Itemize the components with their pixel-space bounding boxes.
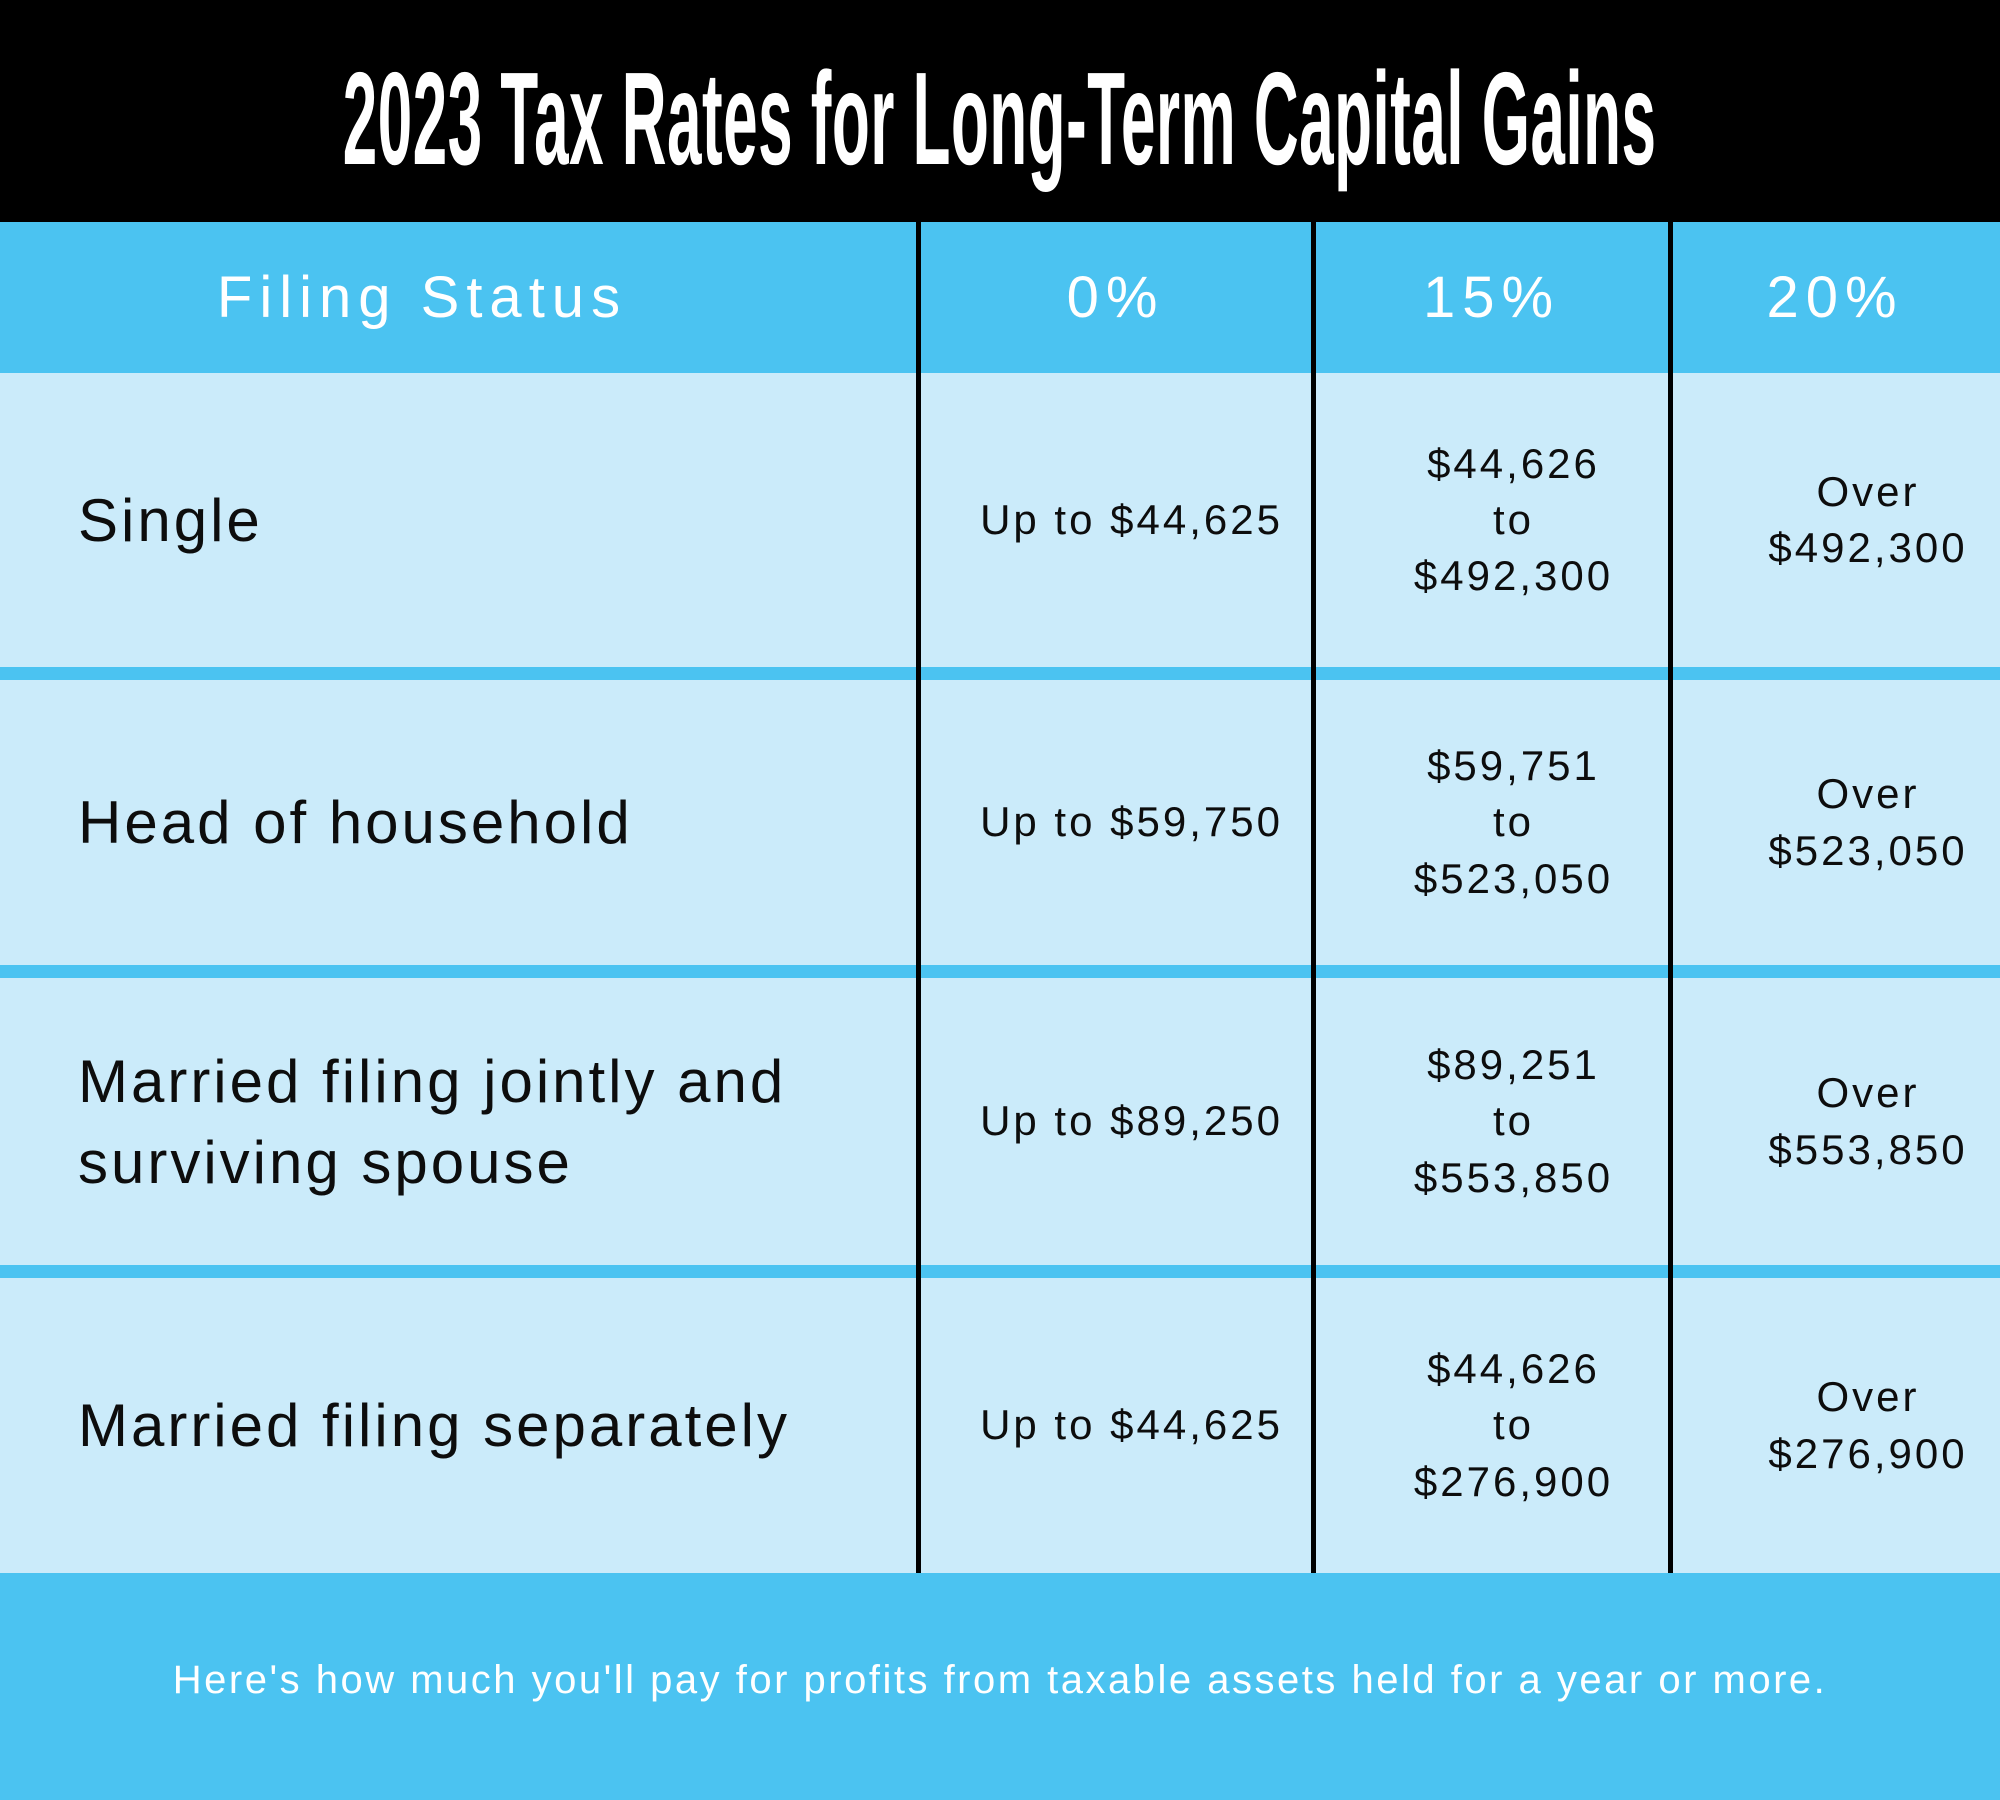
- table-row: Married filing jointly and surviving spo…: [0, 978, 2000, 1265]
- rate-15-to-word: to: [1492, 1401, 1535, 1449]
- column-header-20-percent: 20%: [1766, 265, 1904, 330]
- table-header-row: Filing Status 0% 15% 20%: [0, 222, 2000, 373]
- rate-0-cell: Up to $59,750: [918, 680, 1313, 965]
- filing-status-cell: Married filing separately: [0, 1278, 918, 1573]
- column-header-15-percent: 15%: [1422, 265, 1561, 330]
- filing-status-label: Married filing separately: [78, 1392, 790, 1459]
- rate-0-value: Up to $59,750: [980, 798, 1283, 846]
- rate-15-to: $523,050: [1413, 854, 1614, 902]
- rate-0-cell: Up to $44,625: [918, 373, 1313, 667]
- rate-0-cell: Up to $89,250: [918, 978, 1313, 1265]
- rate-0-cell: Up to $44,625: [918, 1278, 1313, 1573]
- rate-20-cell: Over $553,850: [1670, 978, 2000, 1265]
- rate-15-to-word: to: [1492, 495, 1535, 543]
- footer-banner: Here's how much you'll pay for profits f…: [0, 1573, 2000, 1800]
- filing-status-label: Single: [78, 486, 263, 554]
- rate-20-over-word: Over: [1816, 770, 1920, 818]
- rate-15-cell: $44,626 to $492,300: [1313, 373, 1670, 667]
- rate-20-cell: Over $492,300: [1670, 373, 2000, 667]
- rate-15-to: $492,300: [1413, 552, 1614, 600]
- table-row: Married filing separately Up to $44,625 …: [0, 1278, 2000, 1573]
- table-row: Head of household Up to $59,750 $59,751 …: [0, 680, 2000, 965]
- rate-15-from: $59,751: [1427, 742, 1600, 790]
- rate-20-over-word: Over: [1816, 1373, 1920, 1421]
- rate-15-to-word: to: [1492, 1097, 1535, 1145]
- rate-20-over-word: Over: [1816, 1069, 1920, 1117]
- filing-status-cell: Married filing jointly and surviving spo…: [0, 978, 918, 1265]
- rate-15-cell: $89,251 to $553,850: [1313, 978, 1670, 1265]
- rate-20-value: $523,050: [1768, 826, 1968, 874]
- page-title: 2023 Tax Rates for Long-Term Capital Gai…: [343, 44, 1657, 192]
- rate-20-over-word: Over: [1816, 467, 1920, 515]
- rate-0-value: Up to $89,250: [980, 1097, 1283, 1145]
- rate-15-from: $44,626: [1427, 1345, 1600, 1393]
- rate-15-to: $276,900: [1413, 1457, 1614, 1505]
- row-separator: [0, 965, 2000, 978]
- rate-20-cell: Over $523,050: [1670, 680, 2000, 965]
- column-divider: [1668, 222, 1673, 1573]
- row-separator: [0, 667, 2000, 680]
- rate-0-value: Up to $44,625: [980, 495, 1283, 543]
- row-separator: [0, 1265, 2000, 1278]
- rate-15-to-word: to: [1492, 798, 1535, 846]
- filing-status-cell: Single: [0, 373, 918, 667]
- rate-15-from: $44,626: [1427, 439, 1600, 487]
- filing-status-label: surviving spouse: [78, 1128, 573, 1196]
- title-banner: 2023 Tax Rates for Long-Term Capital Gai…: [0, 0, 2000, 222]
- column-header-filing-status: Filing Status: [216, 265, 628, 330]
- rate-0-value: Up to $44,625: [980, 1401, 1283, 1449]
- column-header-0-percent: 0%: [1066, 265, 1165, 330]
- rate-15-cell: $44,626 to $276,900: [1313, 1278, 1670, 1573]
- filing-status-label: Married filing jointly and: [78, 1047, 787, 1115]
- rate-20-value: $553,850: [1768, 1125, 1968, 1173]
- column-divider: [916, 222, 921, 1573]
- rate-15-to: $553,850: [1413, 1153, 1614, 1201]
- table-row: Single Up to $44,625 $44,626 to $492,300…: [0, 373, 2000, 667]
- rate-20-value: $276,900: [1768, 1429, 1968, 1477]
- rate-20-cell: Over $276,900: [1670, 1278, 2000, 1573]
- filing-status-cell: Head of household: [0, 680, 918, 965]
- rate-15-cell: $59,751 to $523,050: [1313, 680, 1670, 965]
- footer-note: Here's how much you'll pay for profits f…: [172, 1658, 1828, 1702]
- rate-20-value: $492,300: [1768, 524, 1968, 571]
- rate-15-from: $89,251: [1427, 1041, 1600, 1089]
- filing-status-label: Head of household: [78, 789, 633, 856]
- column-divider: [1311, 222, 1316, 1573]
